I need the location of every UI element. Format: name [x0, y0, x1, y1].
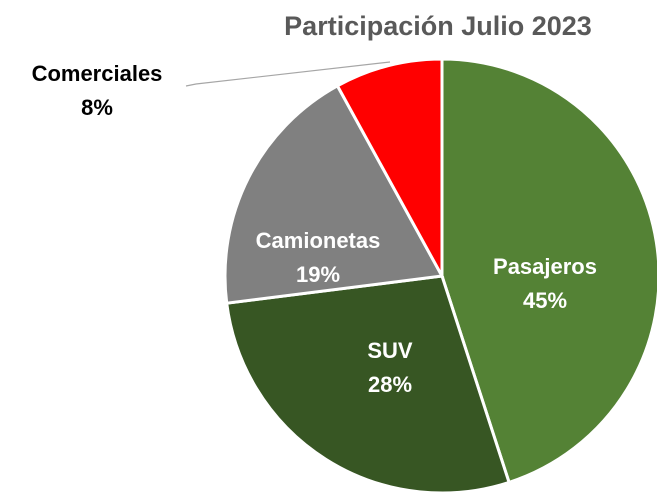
slice-label: Comerciales: [32, 61, 163, 86]
slice-label: Camionetas: [256, 228, 381, 253]
chart-title: Participación Julio 2023: [284, 11, 592, 41]
slice-value-label: 8%: [81, 95, 113, 120]
pie-slice: [223, 83, 445, 305]
slice-label: SUV: [367, 338, 413, 363]
slice-value-label: 28%: [368, 372, 412, 397]
slice-label: Pasajeros: [493, 254, 597, 279]
slice-value-label: 45%: [523, 288, 567, 313]
leader-line: [185, 61, 391, 87]
pie-slice: [440, 57, 657, 485]
slice-value-label: 19%: [296, 262, 340, 287]
pie-slice: [225, 274, 511, 495]
pie-slice: [335, 57, 444, 277]
